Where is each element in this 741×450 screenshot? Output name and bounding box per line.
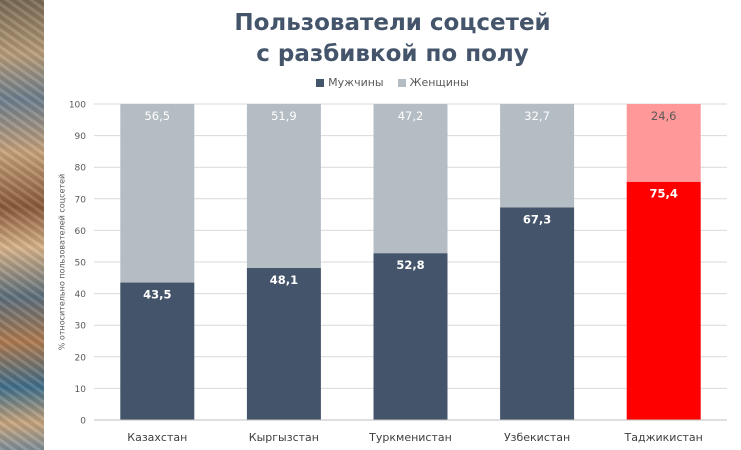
bar-segment-women (626, 104, 701, 182)
bar-segment-men (246, 268, 321, 420)
data-label-men: 75,4 (650, 187, 678, 201)
y-tick-label: 50 (75, 259, 87, 269)
bar-segment-women (246, 104, 321, 269)
bar-segment-men (500, 207, 575, 420)
y-tick-label: 60 (75, 227, 87, 237)
y-tick-label: 40 (75, 290, 87, 300)
data-label-men: 48,1 (270, 273, 298, 287)
legend-item-women: Женщины (397, 76, 469, 89)
decorative-landscape-strip (0, 0, 44, 450)
bar-segment-men (120, 282, 195, 420)
data-label-men: 52,8 (396, 258, 424, 272)
x-tick-label: Узбекистан (504, 431, 570, 444)
y-tick-label: 90 (75, 132, 87, 142)
chart-title-line-2: с разбивкой по полу (256, 41, 529, 67)
legend-swatch-men (316, 78, 325, 87)
legend-label-women: Женщины (409, 76, 469, 89)
data-label-women: 47,2 (398, 109, 424, 123)
legend-item-men: Мужчины (316, 76, 384, 89)
data-label-women: 51,9 (271, 109, 297, 123)
x-tick-label: Кыргызстан (249, 431, 319, 444)
bar-segment-women (120, 104, 195, 283)
y-tick-label: 10 (75, 385, 87, 395)
chart-title-line-1: Пользователи соцсетей (234, 10, 551, 36)
y-tick-label: 80 (75, 164, 87, 174)
legend-label-men: Мужчины (328, 76, 384, 89)
x-tick-label: Казахстан (127, 431, 187, 444)
data-label-women: 32,7 (524, 109, 550, 123)
chart-legend: Мужчины Женщины (44, 76, 741, 89)
bar-segment-men (626, 181, 701, 420)
bar-segment-men (373, 253, 448, 420)
data-label-women: 24,6 (651, 109, 677, 123)
x-tick-label: Таджикистан (624, 431, 703, 444)
y-tick-label: 70 (75, 195, 87, 205)
bar-segment-women (500, 104, 575, 208)
y-tick-label: 100 (69, 101, 86, 111)
bar-segment-women (373, 104, 448, 254)
data-label-men: 67,3 (523, 212, 551, 226)
y-tick-label: 0 (80, 417, 86, 427)
y-tick-label: 30 (75, 322, 87, 332)
y-tick-label: 20 (75, 353, 87, 363)
data-label-men: 43,5 (143, 288, 171, 302)
x-tick-label: Туркменистан (368, 431, 452, 444)
data-label-women: 56,5 (144, 109, 170, 123)
legend-swatch-women (397, 78, 406, 87)
chart-title: Пользователи соцсетей с разбивкой по пол… (44, 8, 741, 70)
